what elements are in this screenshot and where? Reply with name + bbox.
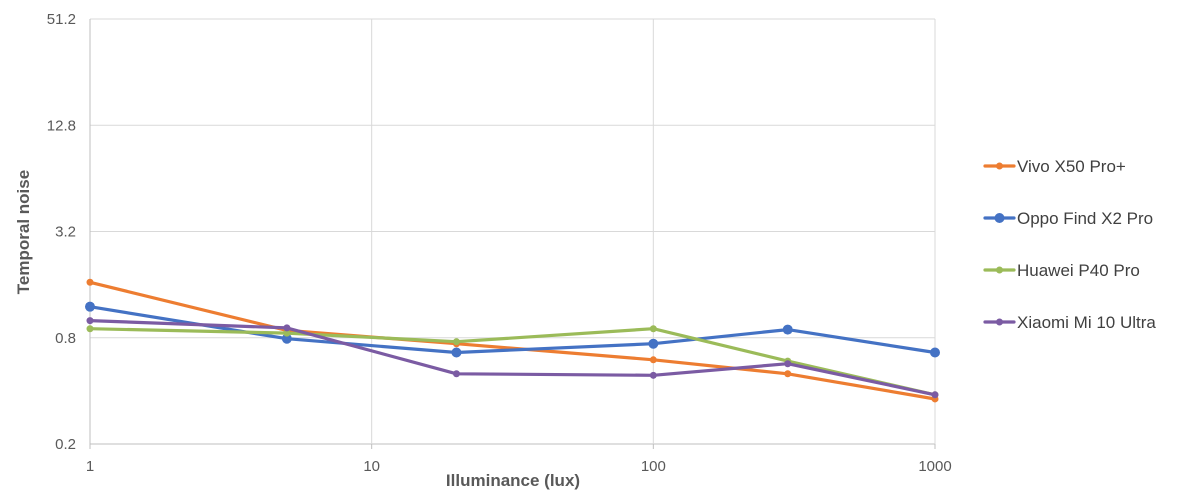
series-huawei-p40-pro bbox=[86, 325, 939, 399]
series-lines bbox=[85, 278, 940, 403]
legend-swatch-marker bbox=[996, 318, 1003, 326]
data-point bbox=[649, 325, 657, 333]
legend-label: Oppo Find X2 Pro bbox=[1017, 209, 1153, 228]
data-point bbox=[86, 278, 94, 286]
data-point bbox=[649, 356, 657, 364]
y-tick-label: 0.2 bbox=[55, 436, 76, 453]
x-tick-label: 1 bbox=[86, 458, 94, 475]
legend-label: Xiaomi Mi 10 Ultra bbox=[1017, 313, 1156, 332]
data-point bbox=[281, 333, 292, 344]
legend-item-xiaomi-mi-10-ultra: Xiaomi Mi 10 Ultra bbox=[983, 313, 1156, 332]
x-axis-title: Illuminance (lux) bbox=[446, 471, 580, 490]
data-point bbox=[452, 370, 460, 378]
data-point bbox=[85, 301, 95, 312]
data-point bbox=[86, 317, 94, 325]
x-tick-label: 1000 bbox=[918, 458, 951, 475]
series-line-xiaomi-mi-10-ultra bbox=[88, 319, 937, 397]
data-point bbox=[648, 338, 659, 349]
data-point bbox=[452, 338, 460, 346]
legend-label: Huawei P40 Pro bbox=[1017, 261, 1140, 280]
y-axis-title: Temporal noise bbox=[14, 170, 33, 294]
y-tick-label: 0.8 bbox=[55, 330, 76, 347]
legend-item-vivo-x50-pro: Vivo X50 Pro+ bbox=[983, 157, 1126, 176]
series-oppo-find-x2-pro bbox=[85, 301, 940, 358]
legend-swatch-marker bbox=[996, 162, 1003, 170]
x-tick-label: 10 bbox=[363, 458, 380, 475]
data-point bbox=[86, 325, 94, 333]
grid bbox=[89, 18, 936, 445]
data-point bbox=[283, 324, 291, 332]
legend-swatch-marker bbox=[996, 266, 1003, 274]
data-point bbox=[782, 324, 793, 335]
series-xiaomi-mi-10-ultra bbox=[86, 317, 939, 399]
axes: 0.2 0.8 3.2 12.8 51.2 1 10 100 1000 bbox=[47, 11, 952, 475]
series-vivo-x50-pro bbox=[86, 278, 939, 403]
legend-item-oppo-find-x2-pro: Oppo Find X2 Pro bbox=[983, 209, 1153, 228]
series-line-vivo-x50-pro bbox=[88, 280, 937, 401]
data-point bbox=[649, 371, 657, 379]
data-point bbox=[930, 347, 940, 358]
x-tick-label: 100 bbox=[641, 458, 666, 475]
legend-label: Vivo X50 Pro+ bbox=[1017, 157, 1126, 176]
legend: Vivo X50 Pro+ Oppo Find X2 Pro Huawei P40 … bbox=[983, 157, 1156, 332]
series-line-huawei-p40-pro bbox=[88, 327, 937, 397]
y-tick-label: 3.2 bbox=[55, 224, 76, 241]
legend-swatch-marker bbox=[994, 213, 1005, 223]
y-tick-label: 12.8 bbox=[47, 117, 76, 134]
data-point bbox=[283, 329, 291, 337]
data-point bbox=[931, 391, 939, 399]
data-point bbox=[784, 370, 792, 378]
data-point bbox=[451, 347, 462, 358]
y-tick-label: 51.2 bbox=[47, 11, 76, 28]
data-point bbox=[784, 360, 792, 368]
legend-item-huawei-p40-pro: Huawei P40 Pro bbox=[983, 261, 1140, 280]
